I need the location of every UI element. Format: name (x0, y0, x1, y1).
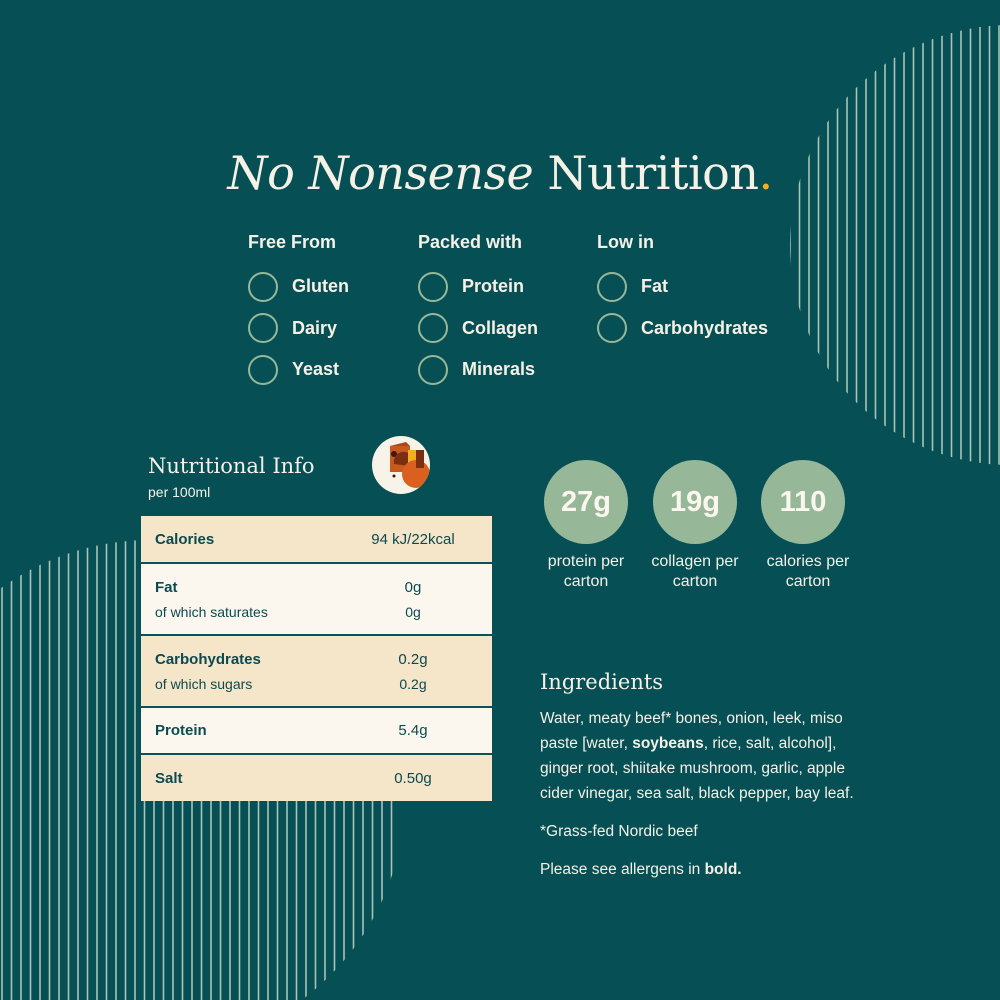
table-row: Fat of which saturates 0g 0g (141, 563, 492, 635)
nutrition-title: Nutritional Info (148, 454, 315, 478)
table-row: Salt 0.50g (141, 754, 492, 801)
column-heading: Free From (248, 232, 337, 252)
list-item: Dairy (248, 308, 428, 350)
check-circle-icon (597, 313, 627, 344)
list-item: Carbohydrates (597, 308, 797, 350)
check-circle-icon (418, 313, 448, 344)
left-stripes (1, 540, 393, 1000)
check-circle-icon (418, 271, 448, 302)
footnote: *Grass-fed Nordic beef (540, 823, 698, 840)
calories-badge: 110 (761, 460, 845, 544)
column-low-in: Low in Fat Carbohydrates (597, 232, 797, 349)
check-circle-icon (597, 271, 627, 302)
collagen-badge: 19g (653, 460, 737, 544)
column-packed-with: Packed with Protein Collagen Minerals (418, 232, 598, 391)
cow-illustration-icon (372, 436, 430, 494)
ingredients-text: Water, meaty beef* bones, onion, leek, m… (540, 706, 860, 895)
list-item: Collagen (418, 308, 598, 350)
list-item: Gluten (248, 266, 428, 308)
check-circle-icon (248, 354, 278, 385)
column-free-from: Free From Gluten Dairy Yeast (248, 232, 428, 391)
table-row: Calories 94 kJ/22kcal (141, 516, 492, 563)
list-item: Minerals (418, 349, 598, 391)
badge-label: protein per carton (547, 553, 625, 590)
nutrition-subtitle: per 100ml (148, 484, 211, 500)
list-item: Yeast (248, 349, 428, 391)
right-stripes (790, 25, 1000, 465)
check-circle-icon (248, 271, 278, 302)
column-heading: Low in (597, 232, 654, 252)
table-row: Carbohydrates of which sugars 0.2g 0.2g (141, 635, 492, 707)
nutrition-table: Calories 94 kJ/22kcal Fat of which saturat… (141, 516, 492, 801)
list-item: Fat (597, 266, 797, 308)
badge-label: collagen per carton (651, 553, 739, 590)
check-circle-icon (418, 354, 448, 385)
list-item: Protein (418, 266, 598, 308)
table-row: Protein 5.4g (141, 707, 492, 754)
badge-label: calories per carton (766, 553, 850, 590)
check-circle-icon (248, 313, 278, 344)
allergen-note: Please see allergens in bold. (540, 861, 742, 878)
protein-badge: 27g (544, 460, 628, 544)
page-title: No Nonsense Nutrition. (227, 146, 773, 200)
ingredients-title: Ingredients (540, 670, 664, 694)
column-heading: Packed with (418, 232, 523, 252)
